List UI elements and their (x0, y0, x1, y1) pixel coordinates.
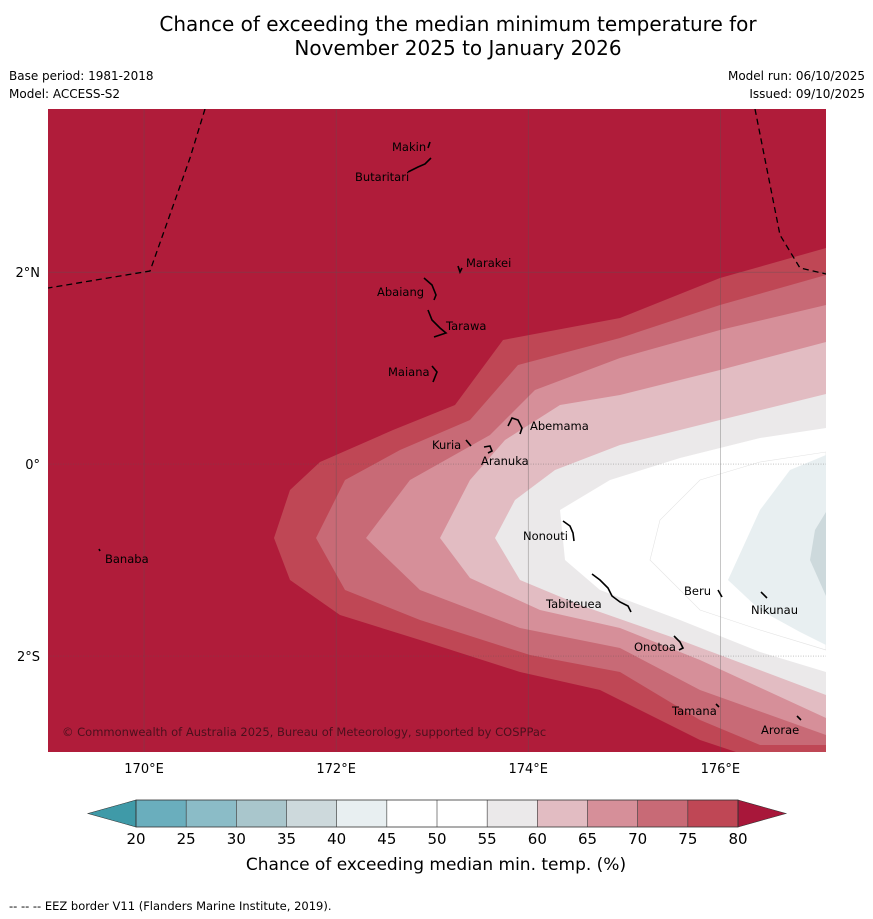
island-aranuka-shape (483, 445, 494, 454)
island-labels: Makin Butaritari Marakei Abaiang Tarawa … (105, 140, 799, 737)
eez-border-east (754, 109, 826, 275)
colorbar-tick-label: 80 (728, 830, 747, 848)
island-kuria-shape (465, 439, 472, 447)
colorbar-tick-label: 55 (478, 830, 497, 848)
colorbar-tick-label: 40 (327, 830, 346, 848)
label-beru: Beru (684, 584, 711, 598)
colorbar-swatch (236, 800, 287, 827)
model-run: Model run: 06/10/2025 (727, 69, 865, 83)
island-beru-shape (717, 589, 723, 598)
label-tabiteuea: Tabiteuea (545, 597, 602, 611)
island-maiana-shape (431, 365, 438, 383)
island-nonouti-shape (562, 520, 575, 542)
label-arorae: Arorae (761, 723, 799, 737)
label-marakei: Marakei (466, 256, 511, 270)
colorbar-swatch (537, 800, 588, 827)
colorbar-swatch (336, 800, 387, 827)
base-period: Base period: 1981-2018 (9, 69, 154, 83)
label-aranuka: Aranuka (481, 454, 529, 468)
label-kuria: Kuria (432, 438, 461, 452)
island-arorae-shape (796, 715, 802, 721)
island-banaba-shape (98, 548, 101, 552)
label-nikunau: Nikunau (751, 603, 798, 617)
title-line-2: November 2025 to January 2026 (294, 36, 622, 60)
colorbar-tick-label: 45 (377, 830, 396, 848)
meta-left: Base period: 1981-2018 Model: ACCESS-S2 (9, 67, 154, 103)
graticule (48, 109, 826, 752)
lat-tick-label: 2°N (16, 266, 41, 281)
lon-tick-label: 174°E (508, 762, 548, 777)
colorbar-tick-label: 70 (628, 830, 647, 848)
label-tamana: Tamana (671, 704, 717, 718)
lon-tick-label: 176°E (701, 762, 741, 777)
lon-tick-label: 170°E (124, 762, 164, 777)
island-onotoa-shape (673, 635, 685, 651)
band-35-40 (810, 512, 826, 596)
colorbar-swatch (186, 800, 237, 827)
island-tarawa-shape (427, 309, 448, 338)
lat-tick-label: 0° (25, 458, 40, 473)
axis-labels: 170°E 172°E 174°E 176°E 2°N 0° 2°S (16, 266, 741, 777)
eez-border-west (48, 109, 206, 289)
colorbar-swatch (637, 800, 688, 827)
lon-tick-label: 172°E (316, 762, 356, 777)
issued-date: Issued: 09/10/2025 (749, 87, 865, 101)
island-marakei-shape (457, 265, 463, 275)
colorbar-swatch (587, 800, 638, 827)
colorbar-tick-label: 60 (528, 830, 547, 848)
band-40-45 (728, 455, 826, 645)
colorbar-swatch (136, 800, 187, 827)
colorbar-tick-label: 25 (177, 830, 196, 848)
label-onotoa: Onotoa (634, 640, 676, 654)
lat-tick-label: 2°S (17, 650, 40, 665)
island-outlines (98, 141, 802, 721)
colorbar-swatch (687, 800, 738, 827)
colorbar: 20 25 30 35 40 45 50 55 60 65 70 75 80 (86, 799, 788, 848)
colorbar-tick-label: 65 (578, 830, 597, 848)
island-butaritari-shape (407, 157, 432, 173)
label-banaba: Banaba (105, 552, 149, 566)
colorbar-over-arrow (737, 799, 788, 828)
island-makin-shape (427, 141, 431, 149)
label-nonouti: Nonouti (523, 529, 568, 543)
colorbar-swatch (487, 800, 538, 827)
island-abaiang-shape (423, 277, 437, 301)
colorbar-tick-label: 75 (678, 830, 697, 848)
colorbar-swatch (286, 800, 337, 827)
label-tarawa: Tarawa (445, 319, 486, 333)
copyright-notice: © Commonwealth of Australia 2025, Bureau… (62, 725, 546, 739)
label-maiana: Maiana (388, 365, 430, 379)
map-area: Makin Butaritari Marakei Abaiang Tarawa … (48, 109, 826, 752)
model-name: Model: ACCESS-S2 (9, 87, 121, 101)
chart-title: Chance of exceeding the median minimum t… (0, 12, 873, 60)
colorbar-tick-label: 35 (277, 830, 296, 848)
title-line-1: Chance of exceeding the median minimum t… (159, 12, 757, 36)
island-tabiteuea-shape (591, 573, 632, 613)
colorbar-tick-label: 30 (227, 830, 246, 848)
colorbar-tick-label: 50 (427, 830, 446, 848)
island-tamana-shape (715, 703, 720, 708)
colorbar-swatch (386, 800, 437, 827)
colorbar-under-arrow (86, 799, 137, 828)
colorbar-tick-label: 20 (126, 830, 145, 848)
colorbar-frame (135, 799, 739, 828)
label-abaiang: Abaiang (377, 285, 424, 299)
island-abemama-shape (507, 417, 523, 435)
meta-right: Model run: 06/10/2025 Issued: 09/10/2025 (728, 67, 865, 103)
label-makin: Makin (392, 140, 426, 154)
colorbar-label: Chance of exceeding median min. temp. (%… (246, 855, 626, 875)
eez-footnote: -- -- -- EEZ border V11 (Flanders Marine… (9, 899, 332, 913)
island-nikunau-shape (760, 591, 768, 599)
label-butaritari: Butaritari (355, 170, 409, 184)
label-abemama: Abemama (530, 419, 589, 433)
colorbar-swatch (437, 800, 488, 827)
